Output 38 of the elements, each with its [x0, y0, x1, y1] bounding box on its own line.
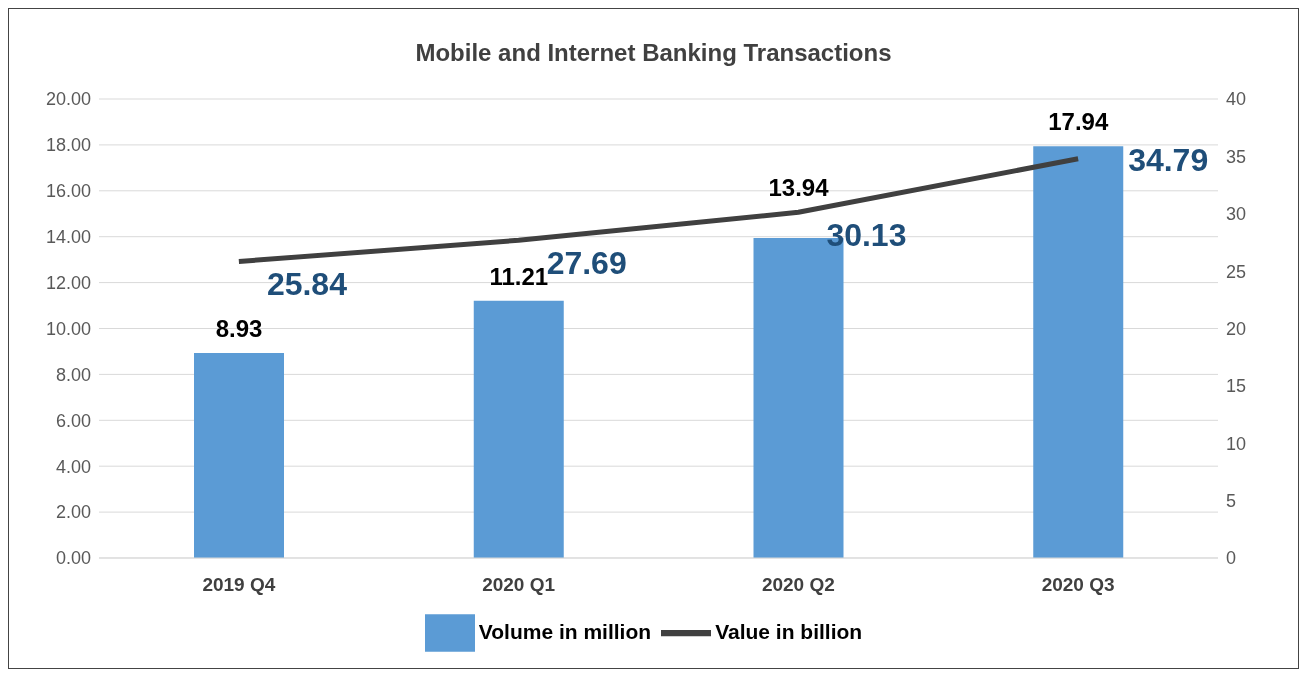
y-tick-label: 20.00	[45, 89, 91, 110]
y-tick-label: 4.00	[55, 456, 91, 477]
y2-tick-label: 35	[1226, 146, 1247, 167]
data-label: 27.69	[546, 245, 627, 282]
y-tick-label: 18.00	[45, 135, 91, 156]
x-tick-label: 2020 Q3	[1041, 574, 1115, 596]
y2-tick-label: 20	[1226, 318, 1247, 339]
data-label: 30.13	[826, 217, 907, 254]
y2-tick-label: 0	[1226, 548, 1237, 569]
y-tick-label: 14.00	[45, 227, 91, 248]
data-label: 11.21	[489, 262, 549, 290]
y-tick-label: 10.00	[45, 318, 91, 339]
x-tick-label: 2019 Q4	[202, 574, 276, 596]
y-tick-label: 6.00	[55, 410, 91, 431]
y2-tick-label: 40	[1226, 89, 1247, 110]
y2-tick-label: 25	[1226, 261, 1247, 282]
y-tick-label: 16.00	[45, 181, 91, 202]
chart-title: Mobile and Internet Banking Transactions	[414, 38, 893, 68]
y2-tick-label: 5	[1226, 491, 1237, 512]
bar	[194, 353, 284, 558]
data-label: 25.84	[266, 266, 348, 303]
bar	[1033, 146, 1124, 558]
x-tick-label: 2020 Q2	[761, 574, 835, 596]
bar	[473, 300, 564, 558]
y-tick-label: 2.00	[55, 502, 91, 523]
data-label: 34.79	[1128, 141, 1209, 178]
y-tick-label: 0.00	[55, 548, 91, 569]
data-label: 17.94	[1048, 108, 1109, 136]
data-label: 8.93	[215, 315, 263, 343]
y2-tick-label: 10	[1226, 433, 1247, 454]
data-label: 13.94	[768, 174, 830, 202]
y2-tick-label: 15	[1226, 376, 1247, 397]
y-tick-label: 12.00	[45, 272, 91, 293]
x-tick-label: 2020 Q1	[482, 574, 556, 596]
y2-tick-label: 30	[1226, 204, 1247, 225]
y-tick-label: 8.00	[55, 364, 91, 385]
legend-label: Volume in million	[478, 619, 652, 643]
legend-label: Value in billion	[715, 619, 863, 643]
